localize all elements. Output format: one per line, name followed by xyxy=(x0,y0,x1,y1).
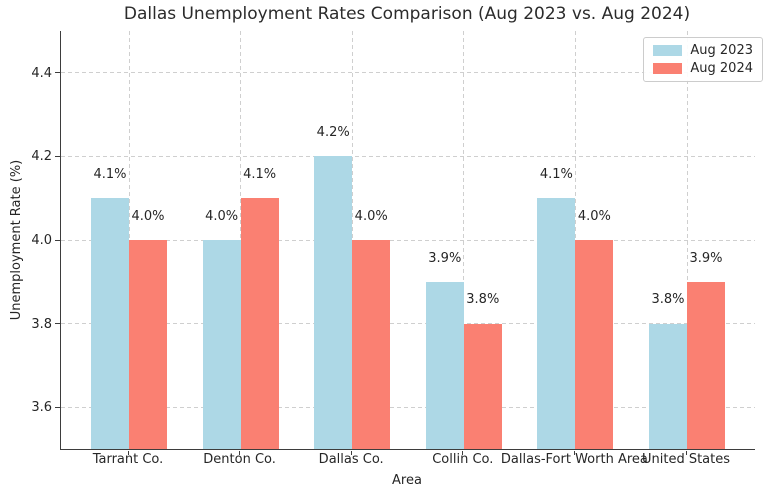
bar-aug-2023 xyxy=(649,323,687,449)
bar-value-label: 4.0% xyxy=(577,208,611,224)
bar-value-label: 3.8% xyxy=(651,292,685,308)
gridline-vertical xyxy=(686,31,688,449)
legend-swatch-aug-2024 xyxy=(653,63,683,74)
x-tick-label: Denton Co. xyxy=(203,452,276,467)
bar-value-label: 4.1% xyxy=(243,166,277,182)
bar-aug-2024 xyxy=(240,198,279,449)
bar-aug-2023 xyxy=(202,240,241,449)
bar-value-label: 4.2% xyxy=(316,125,350,141)
y-tick-mark xyxy=(55,323,60,325)
gridline-horizontal xyxy=(61,72,755,74)
chart-title: Dallas Unemployment Rates Comparison (Au… xyxy=(123,4,691,24)
x-tick-mark xyxy=(239,450,241,455)
bar-aug-2023 xyxy=(91,198,129,449)
x-tick-mark xyxy=(685,450,687,455)
bar-value-label: 4.1% xyxy=(93,166,127,182)
bar-aug-2024 xyxy=(575,240,614,449)
y-tick-label: 4.0 xyxy=(31,233,52,248)
bar-value-label: 3.9% xyxy=(428,250,462,266)
y-tick-label: 4.2 xyxy=(31,149,52,165)
bar-value-label: 3.8% xyxy=(466,292,500,308)
bar-value-label: 4.0% xyxy=(354,208,388,224)
bar-aug-2023 xyxy=(314,156,353,449)
x-tick-label: United States xyxy=(641,452,731,467)
bar-value-label: 4.1% xyxy=(539,166,573,182)
x-tick-label: Dallas-Fort Worth Area xyxy=(500,452,648,467)
bar-aug-2024 xyxy=(687,281,725,449)
gridline-horizontal xyxy=(61,155,755,157)
plot-area: 4.1% 4.0% 4.0% 4.1% 4.2% 4.0% 3.9% 3.8% 4.1% 4.0%… xyxy=(60,31,755,450)
bar-value-label: 3.9% xyxy=(689,250,723,266)
legend-swatch-aug-2023 xyxy=(653,45,683,56)
x-tick-label: Collin Co. xyxy=(432,452,494,467)
y-tick-label: 3.8 xyxy=(31,316,52,332)
legend-label-aug-2024: Aug 2024 xyxy=(690,61,753,76)
legend-item-aug-2023: Aug 2023 xyxy=(653,44,753,57)
bar-value-label: 4.0% xyxy=(131,208,165,224)
x-tick-mark xyxy=(127,450,129,455)
legend-item-aug-2024: Aug 2024 xyxy=(653,62,753,75)
x-tick-mark xyxy=(462,450,464,455)
x-axis-label: Area xyxy=(392,473,422,488)
gridline-horizontal xyxy=(61,239,755,241)
bar-aug-2024 xyxy=(352,240,391,449)
x-tick-label: Tarrant Co. xyxy=(92,452,164,467)
y-tick-mark xyxy=(55,239,60,241)
x-tick-mark xyxy=(350,450,352,455)
x-tick-mark xyxy=(573,450,576,455)
bar-aug-2023 xyxy=(537,198,576,449)
legend-label-aug-2023: Aug 2023 xyxy=(690,43,753,58)
y-tick-label: 3.6 xyxy=(31,400,52,416)
y-tick-mark xyxy=(55,155,60,158)
gridline-horizontal xyxy=(61,406,755,408)
gridline-vertical xyxy=(463,31,465,449)
bar-aug-2024 xyxy=(463,323,502,449)
y-tick-mark xyxy=(55,406,60,408)
gridline-horizontal xyxy=(61,323,755,325)
y-tick-label: 4.4 xyxy=(31,65,52,81)
x-tick-label: Dallas Co. xyxy=(318,452,384,467)
bar-aug-2023 xyxy=(425,281,464,449)
bar-value-label: 4.0% xyxy=(205,208,239,224)
bar-aug-2024 xyxy=(129,240,167,449)
legend: Aug 2023 Aug 2024 xyxy=(643,37,763,82)
y-tick-mark xyxy=(55,72,60,74)
